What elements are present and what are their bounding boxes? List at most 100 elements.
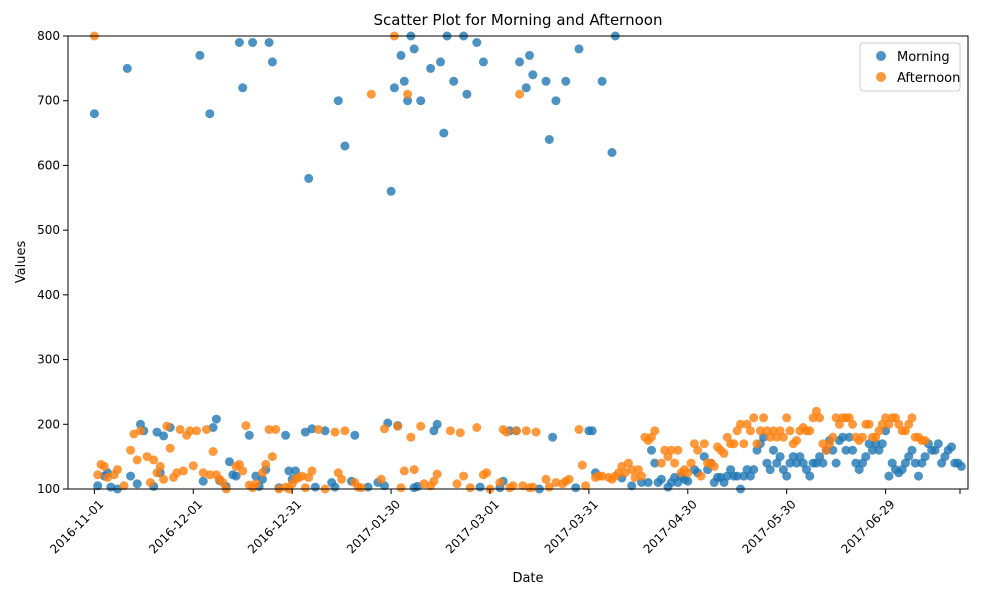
- morning-point-14: [159, 431, 169, 441]
- morning-point-89: [544, 135, 554, 144]
- afternoon-point-13: [145, 478, 155, 487]
- morning-point-27: [238, 83, 248, 93]
- afternoon-point-97: [515, 89, 525, 99]
- afternoon-point-18: [162, 421, 172, 431]
- morning-point-73: [449, 76, 459, 86]
- morning-point-77: [475, 482, 485, 492]
- afternoon-point-45: [264, 425, 274, 434]
- afternoon-point-71: [393, 421, 403, 431]
- afternoon-point-191: [858, 432, 867, 442]
- morning-point-139: [769, 445, 778, 455]
- morning-point-51: [350, 430, 360, 440]
- afternoon-point-10: [132, 455, 142, 465]
- morning-point-18: [205, 109, 215, 119]
- afternoon-point-175: [805, 426, 815, 436]
- afternoon-point-149: [719, 448, 729, 458]
- morning-point-29: [248, 38, 258, 47]
- morning-point-128: [732, 471, 742, 481]
- y-tick-label-2: 300: [37, 353, 60, 367]
- morning-point-17: [198, 476, 208, 486]
- afternoon-point-125: [637, 471, 647, 481]
- morning-point-88: [541, 76, 551, 86]
- morning-point-181: [907, 445, 917, 455]
- afternoon-point-171: [792, 436, 802, 445]
- morning-point-63: [409, 44, 419, 54]
- morning-point-35: [267, 57, 277, 67]
- afternoon-point-73: [399, 466, 409, 476]
- morning-point-7: [126, 471, 136, 481]
- afternoon-point-143: [699, 439, 709, 449]
- afternoon-point-75: [406, 432, 416, 442]
- afternoon-point-182: [828, 432, 838, 442]
- morning-point-94: [574, 44, 584, 54]
- morning-point-75: [462, 89, 472, 99]
- afternoon-point-129: [650, 426, 660, 436]
- morning-point-76: [472, 38, 482, 47]
- afternoon-point-155: [739, 439, 749, 449]
- morning-point-85: [525, 50, 534, 60]
- morning-point-34: [264, 38, 274, 47]
- y-tick-label-0: 100: [37, 482, 60, 496]
- morning-point-42: [304, 173, 314, 183]
- afternoon-point-130: [656, 458, 666, 468]
- afternoon-point-57: [307, 466, 317, 476]
- afternoon-point-110: [577, 460, 587, 470]
- afternoon-point-69: [380, 424, 389, 434]
- morning-point-106: [650, 458, 660, 468]
- y-axis-label: Values: [14, 241, 29, 284]
- afternoon-point-178: [815, 413, 825, 423]
- afternoon-point-80: [429, 476, 439, 486]
- afternoon-point-47: [271, 425, 281, 434]
- afternoon-point-42: [251, 479, 261, 489]
- y-tick-label-1: 200: [37, 417, 60, 431]
- afternoon-point-91: [495, 478, 505, 487]
- afternoon-point-43: [258, 468, 267, 478]
- afternoon-point-158: [749, 413, 759, 423]
- afternoon-point-111: [581, 481, 591, 491]
- afternoon-point-139: [686, 458, 696, 468]
- morning-point-92: [561, 76, 571, 86]
- afternoon-point-31: [208, 447, 218, 456]
- afternoon-point-81: [432, 469, 442, 479]
- afternoon-point-93: [502, 427, 511, 437]
- afternoon-point-146: [709, 461, 719, 471]
- afternoon-point-169: [785, 426, 795, 436]
- morning-point-154: [818, 458, 828, 468]
- points-layer: [89, 31, 966, 494]
- legend-marker-morning: [876, 51, 886, 61]
- morning-point-90: [548, 432, 558, 442]
- morning-point-98: [597, 76, 607, 86]
- afternoon-point-1: [93, 470, 103, 480]
- morning-point-47: [330, 482, 340, 492]
- morning-point-1: [93, 481, 103, 491]
- afternoon-point-157: [745, 426, 755, 436]
- morning-point-138: [765, 465, 775, 475]
- morning-point-91: [551, 96, 561, 106]
- afternoon-point-193: [864, 419, 874, 429]
- afternoon-point-99: [521, 426, 531, 436]
- afternoon-point-161: [759, 413, 769, 423]
- morning-point-185: [920, 452, 930, 462]
- afternoon-point-68: [376, 474, 386, 484]
- afternoon-point-103: [541, 474, 551, 484]
- morning-point-48: [333, 96, 343, 106]
- afternoon-point-134: [670, 458, 680, 468]
- afternoon-point-74: [403, 89, 413, 99]
- morning-point-59: [396, 50, 406, 60]
- morning-point-43: [307, 424, 317, 434]
- morning-point-16: [195, 50, 205, 60]
- morning-point-115: [683, 476, 693, 486]
- morning-point-150: [805, 471, 815, 481]
- afternoon-point-77: [416, 421, 426, 431]
- morning-point-189: [933, 439, 943, 449]
- afternoon-point-95: [508, 481, 518, 491]
- morning-point-37: [281, 430, 291, 440]
- morning-point-61: [403, 96, 413, 106]
- morning-point-133: [749, 465, 759, 475]
- morning-point-70: [436, 57, 445, 67]
- afternoon-point-72: [396, 483, 406, 493]
- afternoon-point-96: [511, 426, 521, 436]
- afternoon-point-63: [340, 426, 350, 436]
